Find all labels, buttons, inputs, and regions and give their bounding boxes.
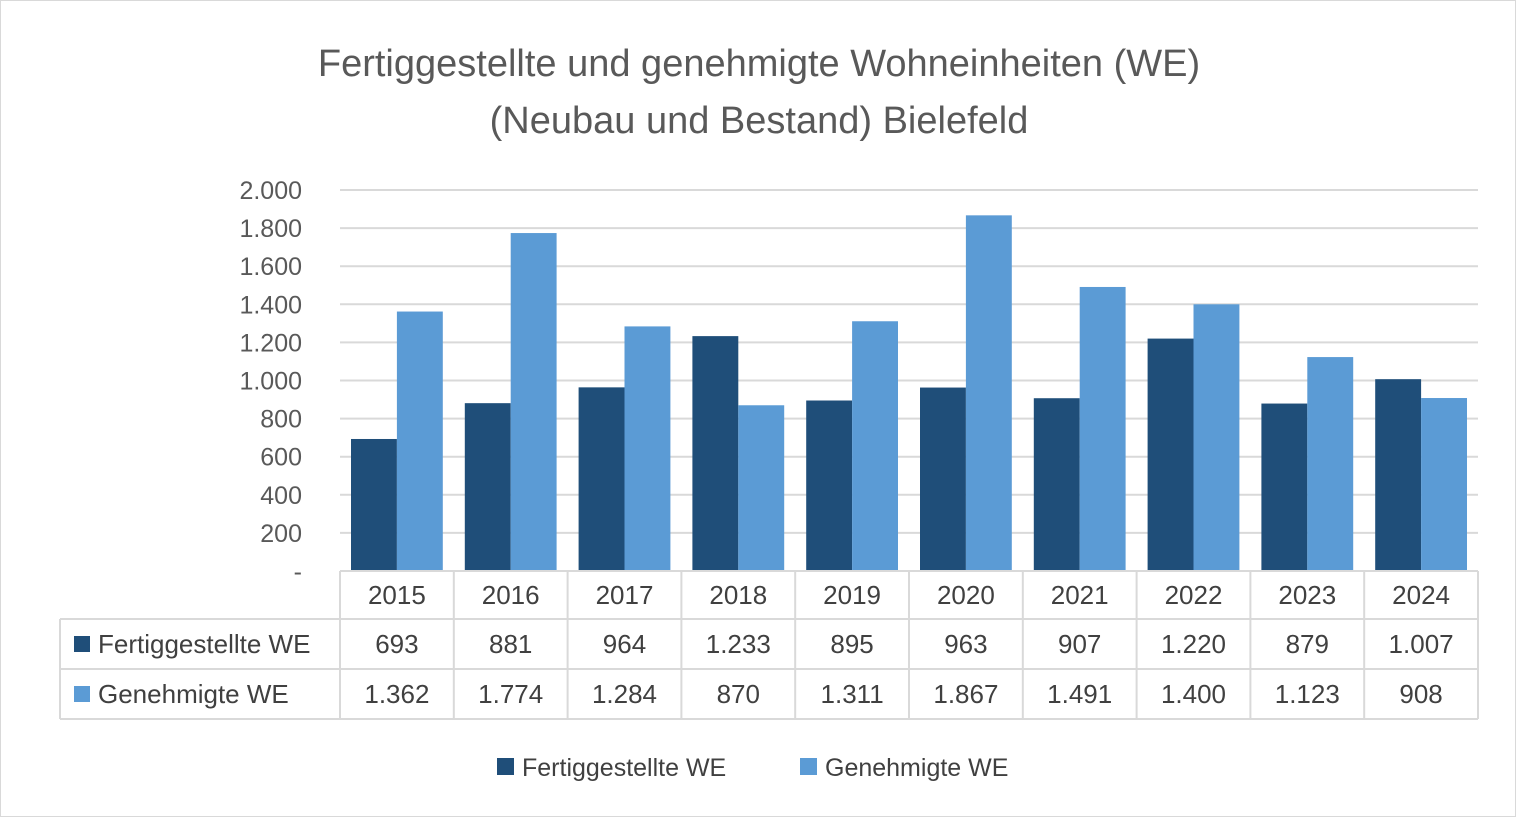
bar-fertiggestellte [1261, 403, 1308, 571]
table-cell: 1.284 [592, 679, 657, 709]
table-row-label: Genehmigte WE [98, 679, 289, 709]
x-tick-label: 2021 [1051, 580, 1109, 610]
bar-genehmigte [738, 405, 785, 571]
x-tick-label: 2020 [937, 580, 995, 610]
table-cell: 963 [944, 629, 987, 659]
y-tick-label: - [294, 558, 302, 586]
table-cell: 879 [1286, 629, 1329, 659]
table-cell: 1.123 [1275, 679, 1340, 709]
bar-genehmigte [1079, 286, 1126, 571]
bar-fertiggestellte [920, 387, 966, 571]
x-tick-label: 2017 [596, 580, 654, 610]
x-tick-label: 2023 [1278, 580, 1336, 610]
bar-fertiggestellte [1147, 338, 1194, 571]
chart-title-line: (Neubau und Bestand) Bielefeld [490, 100, 1029, 142]
bar-fertiggestellte [1033, 398, 1080, 571]
y-tick-label: 2.000 [239, 177, 302, 205]
y-axis-ticks: - 200 400 600 800 1.000 1.200 1.400 1.600 1.800 2.… [239, 177, 302, 586]
bar-genehmigte [852, 321, 898, 571]
table-cell: 1.220 [1161, 629, 1226, 659]
x-tick-label: 2019 [823, 580, 881, 610]
chart-title: Fertiggestellte und genehmigte Wohneinhe… [318, 43, 1200, 142]
x-tick-label: 2015 [368, 580, 426, 610]
legend-key [800, 758, 817, 775]
bar-fertiggestellte [692, 336, 739, 571]
x-tick-label: 2022 [1165, 580, 1223, 610]
x-tick-label: 2018 [709, 580, 767, 610]
y-tick-label: 800 [260, 406, 302, 434]
bar-genehmigte [1421, 398, 1467, 571]
bars [351, 215, 1467, 572]
table-cell: 1.362 [364, 679, 429, 709]
data-table: 2015 2016 2017 2018 2019 2020 2021 2022 2023 2024… [59, 570, 1479, 720]
bar-genehmigte [624, 326, 671, 571]
table-cell: 964 [603, 629, 646, 659]
table-cell: 895 [830, 629, 873, 659]
chart-title-line: Fertiggestellte und genehmigte Wohneinhe… [318, 43, 1200, 85]
legend-label: Genehmigte WE [825, 754, 1008, 782]
legend: Fertiggestellte WE Genehmigte WE [497, 754, 1008, 782]
table-legend-key [74, 636, 90, 652]
bar-genehmigte [965, 215, 1012, 572]
y-tick-label: 1.600 [239, 253, 302, 281]
table-cell: 1.007 [1389, 629, 1454, 659]
table-cell: 1.311 [821, 679, 884, 709]
table-cell: 1.400 [1161, 679, 1226, 709]
table-cell: 881 [489, 629, 532, 659]
x-tick-label: 2016 [482, 580, 540, 610]
table-cell: 1.233 [706, 629, 771, 659]
y-tick-label: 1.000 [239, 368, 302, 396]
table-cell: 870 [717, 679, 760, 709]
table-cell: 1.491 [1047, 679, 1112, 709]
table-legend-key [74, 686, 90, 702]
bar-genehmigte [1193, 304, 1240, 571]
y-tick-label: 600 [260, 444, 302, 472]
legend-key [497, 758, 514, 775]
y-tick-label: 1.200 [239, 329, 302, 357]
y-tick-label: 1.800 [239, 215, 302, 243]
bar-fertiggestellte [1375, 379, 1422, 571]
bar-genehmigte [396, 311, 443, 571]
legend-label: Fertiggestellte WE [522, 754, 726, 782]
bar-fertiggestellte [464, 403, 511, 571]
bar-genehmigte [510, 233, 557, 572]
table-row-label: Fertiggestellte WE [98, 629, 310, 659]
table-cell: 1.867 [933, 679, 998, 709]
y-tick-label: 1.400 [239, 291, 302, 319]
y-tick-label: 200 [260, 520, 302, 548]
table-cell: 693 [375, 629, 418, 659]
table-cell: 907 [1058, 629, 1101, 659]
bar-fertiggestellte [351, 438, 397, 571]
bar-fertiggestellte [578, 387, 625, 571]
x-tick-label: 2024 [1392, 580, 1450, 610]
table-cell: 1.774 [478, 679, 543, 709]
table-cell: 908 [1399, 679, 1442, 709]
bar-fertiggestellte [806, 400, 853, 571]
bar-genehmigte [1307, 357, 1354, 571]
y-tick-label: 400 [260, 482, 302, 510]
